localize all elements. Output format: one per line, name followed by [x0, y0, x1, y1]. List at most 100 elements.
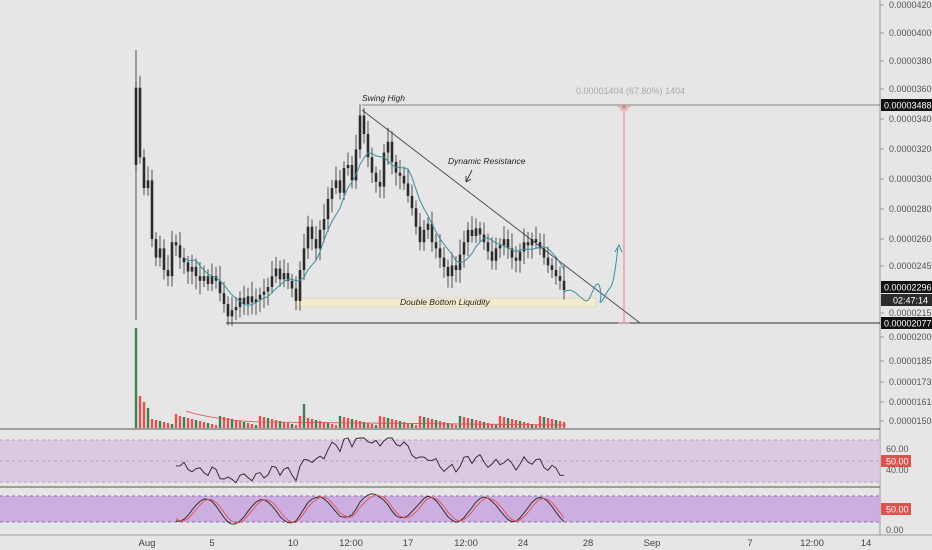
candle-body: [290, 280, 294, 289]
time-tick-label: Aug: [139, 538, 156, 549]
volume-bar: [174, 414, 178, 428]
time-tick-label: 7: [747, 538, 752, 549]
volume-bar: [446, 423, 450, 428]
candle-body: [354, 149, 358, 181]
candle-body: [166, 270, 170, 277]
candle-body: [494, 248, 498, 261]
time-tick-label: 28: [583, 538, 594, 549]
candle-body: [282, 273, 286, 280]
candle-body: [446, 266, 450, 277]
candle-body: [450, 265, 454, 277]
price-tick-label: 0.00001850: [889, 356, 932, 366]
volume-bar: [458, 416, 462, 428]
stoch-band: [0, 496, 880, 522]
candle-body: [426, 223, 430, 230]
candle-body: [406, 183, 410, 196]
volume-bar: [482, 422, 486, 428]
volume-bar: [362, 422, 366, 428]
candle-body: [182, 257, 186, 263]
candle-body: [518, 251, 522, 261]
volume-bar: [278, 421, 282, 428]
candle-body: [542, 248, 546, 258]
candle-body: [294, 288, 298, 301]
volume-bar: [246, 423, 250, 428]
volume-bar: [414, 425, 418, 428]
volume-bar: [514, 420, 518, 428]
volume-bar: [426, 418, 430, 428]
volume-bar: [406, 423, 410, 428]
candle-body: [310, 226, 314, 240]
candle-body: [358, 115, 362, 150]
rsi-value-tag: 50.00: [886, 457, 909, 467]
candle-body: [242, 297, 246, 304]
time-tick-label: 24: [518, 538, 529, 549]
volume-bar: [498, 416, 502, 428]
stoch-value-tag: 50.00: [886, 505, 909, 515]
candle-body: [454, 265, 458, 271]
candle-body: [382, 152, 386, 187]
time-tick-label: 14: [861, 538, 872, 549]
candle-body: [158, 248, 162, 258]
candle-body: [422, 229, 426, 243]
candle-body: [562, 280, 566, 291]
candle-body: [530, 239, 534, 246]
volume-bar: [190, 419, 194, 428]
candle-body: [386, 141, 390, 153]
candle-body: [302, 248, 306, 271]
volume-bar: [318, 421, 322, 428]
candle-body: [490, 251, 494, 261]
volume-bar: [534, 425, 538, 428]
volume-bar: [282, 422, 286, 428]
candle-body: [246, 296, 250, 304]
volume-bar: [330, 424, 334, 428]
time-tick-label: 17: [403, 538, 414, 549]
volume-bar: [510, 419, 514, 428]
candle-body: [210, 276, 214, 284]
volume-bar: [166, 423, 170, 428]
candle-body: [150, 180, 154, 240]
dynamic-resistance-label: Dynamic Resistance: [448, 156, 526, 166]
measure-arrow-icon: [620, 104, 628, 112]
volume-bar: [274, 420, 278, 428]
rsi-line: [175, 437, 564, 484]
price-tick-label: 0.00003200: [889, 144, 932, 154]
volume-bar: [294, 425, 298, 428]
price-tick-label: 0.00002000: [889, 332, 932, 342]
price-axis-ticks: 0.00004200 0.00004000 0.00003800 0.00003600…: [880, 0, 932, 426]
candle-body: [430, 223, 434, 243]
candle-body: [202, 276, 206, 281]
volume-bar: [134, 328, 138, 428]
volume-bar: [418, 416, 422, 428]
volume-bar: [554, 420, 558, 428]
candle-body: [174, 242, 178, 246]
candle-body: [538, 242, 542, 249]
candle-body: [418, 226, 422, 243]
volume-bar: [442, 422, 446, 428]
price-tick-label: 0.00003000: [889, 174, 932, 184]
candle-body: [330, 188, 334, 199]
projection-path: [563, 247, 619, 303]
candle-body: [342, 168, 346, 193]
candle-body: [234, 307, 238, 311]
price-tick-label: 0.00004000: [889, 28, 932, 38]
volume-bar: [306, 418, 310, 428]
candle-body: [514, 257, 518, 261]
volume-bar: [506, 418, 510, 428]
candle-body: [362, 115, 366, 135]
volume-bar: [290, 424, 294, 428]
volume-bar: [210, 424, 214, 428]
volume-bar: [462, 417, 466, 428]
measure-label: 0.00001404 (67.80%) 1404: [576, 86, 685, 96]
volume-bar: [234, 420, 238, 428]
price-tick-label: 0.00002800: [889, 204, 932, 214]
ma-line: [183, 152, 565, 306]
volume-bar: [286, 423, 290, 428]
volume-bar: [154, 420, 158, 428]
current-price-tag: 0.00002296: [884, 283, 932, 293]
volume-bar: [374, 425, 378, 428]
candle-body: [186, 262, 190, 272]
candle-body: [274, 268, 278, 277]
candle-body: [170, 242, 174, 277]
candle-body: [326, 198, 330, 220]
